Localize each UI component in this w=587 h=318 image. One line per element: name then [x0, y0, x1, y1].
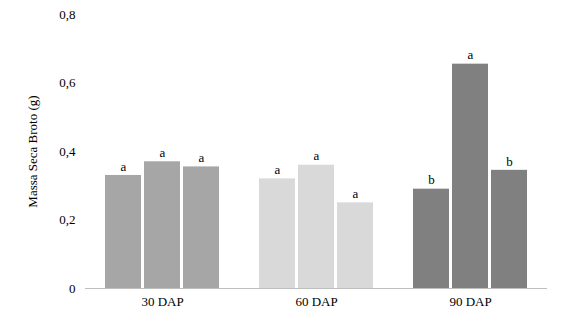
svg-text:90 DAP: 90 DAP [449, 294, 491, 309]
svg-text:0,2: 0,2 [59, 212, 75, 227]
svg-text:a: a [468, 47, 474, 62]
svg-text:0,6: 0,6 [59, 75, 76, 90]
svg-text:a: a [160, 145, 166, 160]
svg-text:a: a [353, 186, 359, 201]
svg-text:Massa Seca Broto (g): Massa Seca Broto (g) [25, 95, 40, 207]
svg-text:60 DAP: 60 DAP [295, 294, 337, 309]
svg-text:a: a [121, 159, 127, 174]
svg-text:b: b [428, 172, 435, 187]
svg-text:a: a [275, 162, 281, 177]
svg-text:30 DAP: 30 DAP [141, 294, 183, 309]
svg-text:a: a [314, 148, 320, 163]
svg-text:a: a [199, 150, 205, 165]
svg-text:b: b [506, 153, 513, 168]
svg-text:0,8: 0,8 [59, 7, 75, 22]
svg-text:0: 0 [69, 281, 76, 296]
svg-text:0,4: 0,4 [59, 144, 76, 159]
